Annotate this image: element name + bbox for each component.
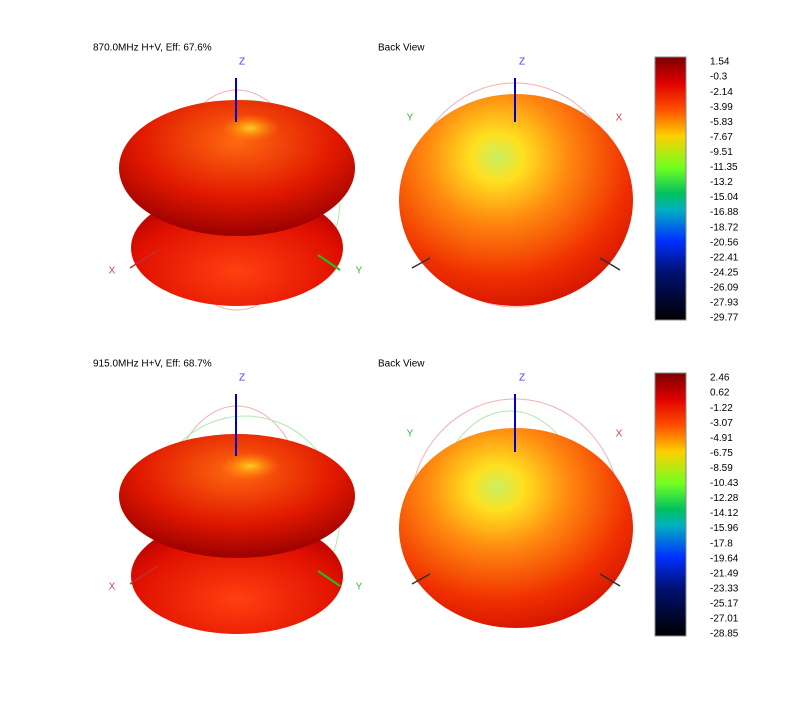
colorbar-label: -20.56	[710, 237, 739, 248]
colorbar-label: 0.62	[710, 388, 730, 399]
back-lobe	[399, 428, 633, 628]
colorbar-label: -27.93	[710, 298, 739, 309]
axis-label: Z	[239, 57, 245, 68]
colorbar-label: -4.91	[710, 433, 733, 444]
back-view-title: Back View	[378, 359, 425, 370]
upper-lobe	[119, 100, 355, 236]
top-spot	[220, 452, 280, 480]
colorbar	[654, 56, 687, 321]
colorbar-label: -23.33	[710, 583, 739, 594]
axis-label: Z	[519, 373, 525, 384]
colorbar-label: -19.64	[710, 553, 739, 564]
x-axis	[129, 565, 159, 585]
colorbar-label: -3.99	[710, 102, 733, 113]
colorbar-label: -10.43	[710, 478, 739, 489]
colorbar-label: -24.25	[710, 267, 739, 278]
colorbar-label: -13.2	[710, 177, 733, 188]
colorbar-label: -15.04	[710, 192, 739, 203]
axis-label: X	[109, 582, 116, 593]
panel-title: 870.0MHz H+V, Eff: 67.6%	[93, 43, 212, 54]
colorbar-label: 2.46	[710, 373, 730, 384]
panel-title: 915.0MHz H+V, Eff: 68.7%	[93, 359, 212, 370]
axis-label: Y	[356, 266, 363, 277]
colorbar-label: -26.09	[710, 283, 739, 294]
colorbar-label: -7.67	[710, 132, 733, 143]
x-axis	[129, 249, 159, 269]
colorbar-label: -14.12	[710, 508, 739, 519]
axis-label: Z	[239, 373, 245, 384]
colorbar-label: -11.35	[710, 162, 738, 173]
colorbar-label: -25.17	[710, 599, 739, 610]
y-axis	[411, 573, 431, 585]
colorbar-label: -1.22	[710, 403, 733, 414]
colorbar-label: -12.28	[710, 493, 739, 504]
colorbar-label: -6.75	[710, 448, 733, 459]
axis-label: X	[616, 429, 623, 440]
colorbar-label: 1.54	[710, 57, 730, 68]
axis-label: Z	[519, 57, 525, 68]
x-axis	[599, 257, 621, 271]
upper-lobe	[119, 434, 355, 558]
axis-label: Y	[407, 429, 414, 440]
axis-label: X	[616, 113, 623, 124]
back-lobe	[399, 94, 633, 306]
colorbar-label: -15.96	[710, 523, 739, 534]
axis-label: X	[109, 266, 116, 277]
y-axis	[317, 570, 341, 587]
colorbar-label: -28.85	[710, 629, 739, 640]
colorbar-label: -9.51	[710, 147, 733, 158]
colorbar-label: -27.01	[710, 614, 739, 625]
colorbar-label: -0.3	[710, 72, 728, 83]
back-view-title: Back View	[378, 43, 425, 54]
colorbar-label: -5.83	[710, 117, 733, 128]
axis-label: Y	[356, 582, 363, 593]
colorbar-label: -2.14	[710, 87, 733, 98]
colorbar-label: -8.59	[710, 463, 733, 474]
colorbar-label: -21.49	[710, 568, 739, 579]
x-axis	[599, 573, 621, 587]
y-axis	[317, 254, 341, 271]
colorbar	[654, 372, 687, 637]
colorbar-label: -3.07	[710, 418, 733, 429]
colorbar-label: -16.88	[710, 207, 739, 218]
colorbar-label: -17.8	[710, 538, 733, 549]
top-spot	[220, 114, 280, 142]
colorbar-label: -18.72	[710, 222, 739, 233]
axis-label: Y	[407, 113, 414, 124]
colorbar-label: -22.41	[710, 252, 739, 263]
colorbar-label: -29.77	[710, 313, 739, 324]
y-axis	[411, 257, 431, 269]
